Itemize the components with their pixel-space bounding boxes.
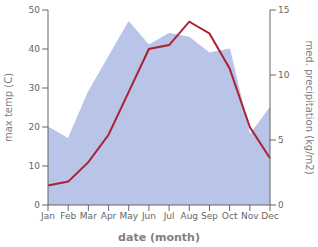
svg-text:Mar: Mar — [80, 211, 97, 221]
svg-text:Feb: Feb — [60, 211, 76, 221]
svg-text:May: May — [119, 211, 138, 221]
svg-text:Jul: Jul — [163, 211, 175, 221]
svg-text:Jan: Jan — [40, 211, 55, 221]
svg-text:20: 20 — [29, 122, 41, 132]
svg-text:15: 15 — [278, 5, 289, 15]
svg-text:Nov: Nov — [241, 211, 259, 221]
svg-text:10: 10 — [29, 161, 41, 171]
svg-text:Oct: Oct — [222, 211, 238, 221]
svg-text:Apr: Apr — [101, 211, 117, 221]
svg-text:50: 50 — [29, 5, 41, 15]
svg-text:0: 0 — [278, 200, 284, 210]
svg-text:max temp (C): max temp (C) — [8, 73, 14, 142]
svg-text:Jun: Jun — [141, 211, 156, 221]
svg-text:40: 40 — [29, 44, 41, 54]
svg-text:10: 10 — [278, 70, 290, 80]
svg-text:Sep: Sep — [201, 211, 218, 221]
svg-text:0: 0 — [34, 200, 40, 210]
svg-text:Dec: Dec — [261, 211, 278, 221]
svg-text:30: 30 — [29, 83, 41, 93]
svg-text:date (month): date (month) — [118, 231, 200, 244]
svg-text:5: 5 — [278, 135, 284, 145]
svg-text:med. precipitation (kg/m2): med. precipitation (kg/m2) — [304, 40, 310, 174]
svg-text:Aug: Aug — [180, 211, 198, 221]
